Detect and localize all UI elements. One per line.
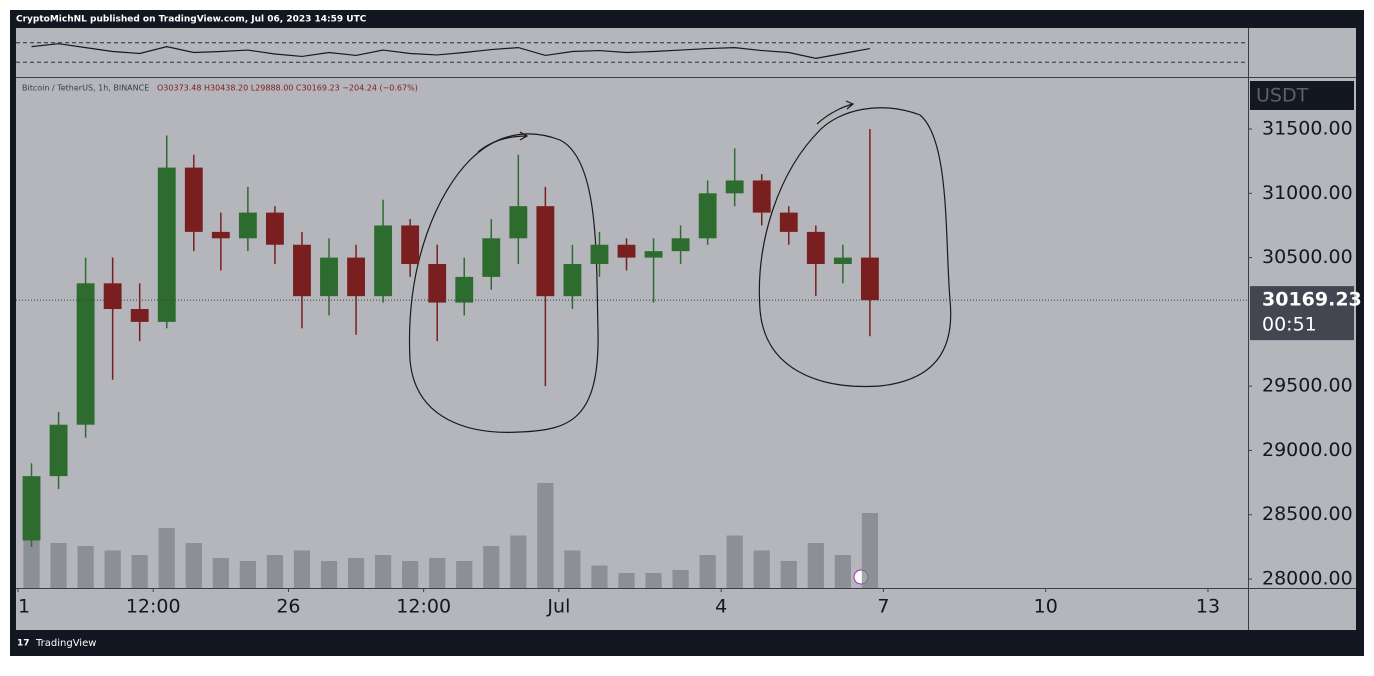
candle-body bbox=[157, 167, 176, 322]
volume-bar bbox=[780, 561, 797, 588]
price-tick-label: 29000.00 bbox=[1262, 439, 1353, 461]
candle-body bbox=[860, 257, 879, 301]
hand-arrow bbox=[816, 100, 855, 125]
volume-bar bbox=[645, 573, 662, 588]
candle-body bbox=[238, 212, 257, 239]
candle-body bbox=[590, 244, 609, 265]
ohlc-legend: O30373.48 H30438.20 L29888.00 C30169.23 … bbox=[157, 84, 418, 93]
hand-circle bbox=[408, 133, 599, 433]
candle-body bbox=[103, 283, 122, 310]
candle-body bbox=[130, 309, 149, 322]
time-tick-label: 4 bbox=[715, 596, 727, 618]
header: CryptoMichNL published on TradingView.co… bbox=[16, 15, 367, 25]
time-tick-label: 1 bbox=[18, 596, 30, 618]
volume-bar bbox=[510, 535, 527, 588]
price-tick-label: 28000.00 bbox=[1262, 568, 1353, 590]
last-price-label: 30169.23 bbox=[1262, 289, 1362, 311]
currency-box bbox=[1250, 81, 1354, 110]
price-tick-label: 31500.00 bbox=[1262, 118, 1353, 140]
candle-body bbox=[779, 212, 798, 232]
candle-body bbox=[482, 238, 501, 277]
candle-body bbox=[536, 206, 555, 297]
candle-body bbox=[76, 283, 95, 425]
candle-body bbox=[644, 251, 663, 258]
candle-body bbox=[293, 244, 311, 297]
candle-body bbox=[833, 257, 852, 265]
candle-body bbox=[266, 212, 284, 245]
time-tick-label: Jul bbox=[546, 596, 570, 618]
volume-bar bbox=[266, 555, 284, 588]
currency: USDT bbox=[1256, 85, 1309, 107]
volume-bar bbox=[77, 546, 94, 588]
candle-body bbox=[509, 206, 528, 239]
time-tick-label: 12:00 bbox=[396, 596, 451, 618]
hand-arrow bbox=[477, 131, 529, 153]
volume-bar bbox=[293, 550, 311, 588]
price-tick-label: 30500.00 bbox=[1262, 246, 1353, 268]
volume-bar bbox=[131, 555, 148, 588]
candle-body bbox=[320, 257, 338, 297]
volume-bar bbox=[483, 546, 500, 588]
price-tick-label: 31000.00 bbox=[1262, 182, 1353, 204]
volume-bar bbox=[402, 561, 419, 588]
annotations bbox=[408, 100, 952, 433]
rsi-line bbox=[31, 43, 871, 59]
volume-bar bbox=[807, 543, 824, 588]
volume-bar bbox=[239, 561, 256, 588]
candle-body bbox=[211, 231, 230, 239]
volume-bar bbox=[726, 535, 743, 588]
time-tick-label: 7 bbox=[877, 596, 889, 618]
volume-bar bbox=[185, 543, 202, 588]
price-tick-label: 28500.00 bbox=[1262, 503, 1353, 525]
countdown: 00:51 bbox=[1262, 314, 1317, 336]
volume-bar bbox=[861, 513, 879, 588]
candle-body bbox=[752, 180, 771, 213]
volume-bar bbox=[320, 561, 338, 588]
symbol: Bitcoin / TetherUS, 1h, BINANCE bbox=[22, 84, 149, 93]
candle-body bbox=[374, 225, 393, 297]
candle-body bbox=[563, 264, 582, 297]
candle-body bbox=[698, 193, 717, 239]
volume-bar bbox=[212, 558, 229, 588]
candle-body bbox=[22, 476, 41, 541]
candle-body bbox=[806, 231, 825, 265]
volume-bar bbox=[374, 555, 392, 588]
volume-bar bbox=[429, 558, 446, 588]
volume-bar bbox=[50, 543, 67, 588]
time-tick-label: 13 bbox=[1196, 596, 1220, 618]
candle-body bbox=[671, 238, 690, 252]
footer-brand: TradingView bbox=[35, 638, 96, 649]
last-price-box bbox=[1250, 286, 1354, 341]
volume-bar bbox=[672, 570, 689, 588]
candle-body bbox=[401, 225, 420, 265]
plot-background bbox=[16, 28, 1248, 630]
candle-body bbox=[617, 244, 636, 258]
candle-body bbox=[347, 257, 365, 297]
candle-body bbox=[428, 264, 447, 303]
volume-bar bbox=[699, 555, 716, 588]
candle-body bbox=[455, 276, 474, 303]
footer-logo: 17 bbox=[17, 639, 30, 649]
volume-bar bbox=[618, 573, 635, 588]
volume-bar bbox=[537, 483, 554, 588]
volume-bar bbox=[456, 561, 473, 588]
hand-circle bbox=[758, 107, 952, 388]
candle-body bbox=[725, 180, 744, 194]
time-tick-label: 10 bbox=[1034, 596, 1058, 618]
volume-bar bbox=[158, 528, 175, 588]
volume-bar bbox=[753, 550, 770, 588]
volume-bar bbox=[564, 550, 581, 588]
candle-body bbox=[184, 167, 203, 232]
time-tick-label: 26 bbox=[276, 596, 300, 618]
volume-bar bbox=[347, 558, 365, 588]
volume-bar bbox=[104, 550, 121, 588]
time-tick-label: 12:00 bbox=[126, 596, 181, 618]
volume-bar bbox=[591, 565, 608, 588]
price-tick-label: 29500.00 bbox=[1262, 375, 1353, 397]
volume-bar bbox=[834, 555, 851, 588]
candle-body bbox=[49, 424, 68, 477]
